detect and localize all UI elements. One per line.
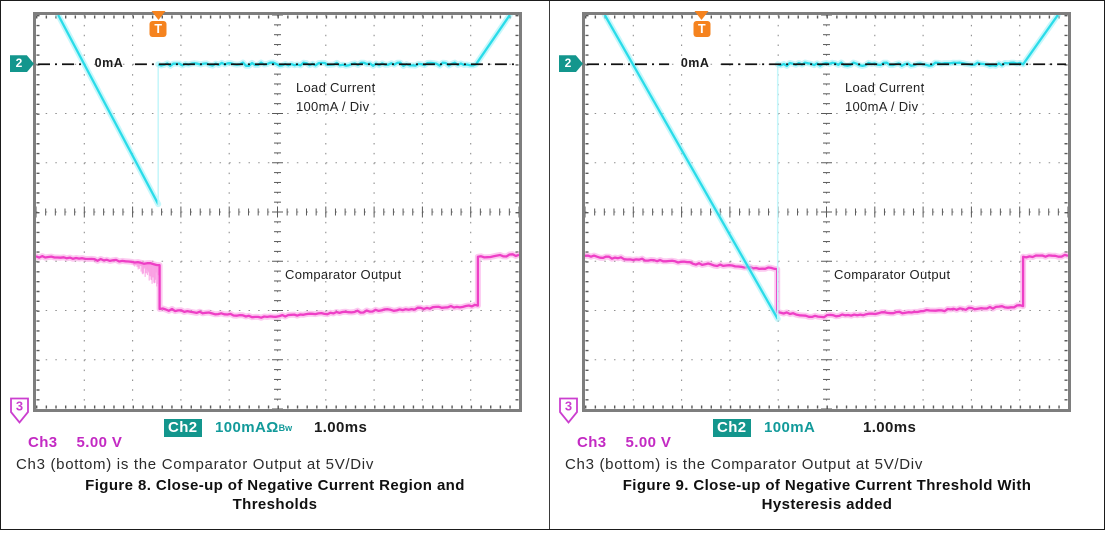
ch2-badge: Ch2 xyxy=(164,419,202,437)
ch2-scale-number: 100mA xyxy=(215,419,267,436)
ch3-scale-value: 5.00 V xyxy=(76,434,123,451)
scope-readout-bar: Ch2 100mA 1.00ms xyxy=(550,419,1104,439)
bandwidth-limit-icon: Bw xyxy=(278,423,293,433)
comparator-output-label: Comparator Output xyxy=(285,267,402,282)
ch3-marker-flag: 3 xyxy=(10,397,29,424)
ch3-readout: Ch3 5.00 V xyxy=(577,434,671,451)
scope-note: Ch3 (bottom) is the Comparator Output at… xyxy=(16,456,375,473)
load-current-label-line1: Load Current xyxy=(845,80,925,95)
load-current-label-line1: Load Current xyxy=(296,80,376,95)
ch3-marker-label: 3 xyxy=(565,399,572,414)
ch3-scale-value: 5.00 V xyxy=(625,434,672,451)
figure-caption-line1: Figure 8. Close-up of Negative Current R… xyxy=(85,477,465,494)
load-current-label: Load Current 100mA / Div xyxy=(845,78,924,116)
oscilloscope-plot-left xyxy=(36,15,519,409)
ch3-marker-flag: 3 xyxy=(559,397,578,424)
ch3-marker-flag-shape xyxy=(10,397,29,424)
ch3-marker-flag-shape xyxy=(559,397,578,424)
figure-caption-line2: Hysteresis added xyxy=(761,496,893,513)
timebase-value: 1.00ms xyxy=(314,419,368,436)
ch3-marker-label: 3 xyxy=(16,399,23,414)
scope-display-left: 0mA Load Current 100mA / Div Comparator … xyxy=(33,11,522,412)
scope-note: Ch3 (bottom) is the Comparator Output at… xyxy=(565,456,924,473)
figure-caption: Figure 8. Close-up of Negative Current R… xyxy=(1,476,549,514)
timebase-value: 1.00ms xyxy=(863,419,917,436)
ch2-marker-flag: 2 xyxy=(559,55,583,73)
ch3-label: Ch3 xyxy=(577,434,607,451)
trigger-t-icon: T xyxy=(149,21,167,37)
ch2-coupling-icon: Ω xyxy=(266,419,279,436)
figure8-panel: 0mA Load Current 100mA / Div Comparator … xyxy=(1,1,550,529)
load-current-label-line2: 100mA / Div xyxy=(845,99,919,114)
trigger-marker: T xyxy=(693,11,711,37)
figure-caption-line1: Figure 9. Close-up of Negative Current T… xyxy=(622,477,1032,494)
comparator-output-label: Comparator Output xyxy=(834,267,951,282)
zero-ma-label: 0mA xyxy=(680,56,710,71)
ch3-label: Ch3 xyxy=(28,434,58,451)
trigger-arrow-icon xyxy=(694,11,709,20)
figure9-panel: 0mA Load Current 100mA / Div Comparator … xyxy=(550,1,1104,529)
trigger-arrow-icon xyxy=(151,11,166,20)
ch2-scale-number: 100mA xyxy=(764,419,816,436)
zero-ma-label: 0mA xyxy=(94,56,124,71)
ch2-marker-flag: 2 xyxy=(10,55,34,73)
ch2-badge: Ch2 xyxy=(713,419,751,437)
trigger-t-icon: T xyxy=(693,21,711,37)
trigger-marker: T xyxy=(149,11,167,37)
scope-readout-bar: Ch2 100mAΩBw 1.00ms xyxy=(1,419,549,439)
oscilloscope-plot-right xyxy=(585,15,1068,409)
figure-caption: Figure 9. Close-up of Negative Current T… xyxy=(550,476,1104,514)
figure-caption-line2: Thresholds xyxy=(232,496,318,513)
ch2-scale-value: 100mAΩBw xyxy=(215,419,292,437)
ch2-scale-value: 100mA xyxy=(764,419,815,437)
scope-display-right: 0mA Load Current 100mA / Div Comparator … xyxy=(582,11,1071,412)
load-current-label-line2: 100mA / Div xyxy=(296,99,370,114)
load-current-label: Load Current 100mA / Div xyxy=(296,78,375,116)
ch3-readout: Ch3 5.00 V xyxy=(28,434,122,451)
